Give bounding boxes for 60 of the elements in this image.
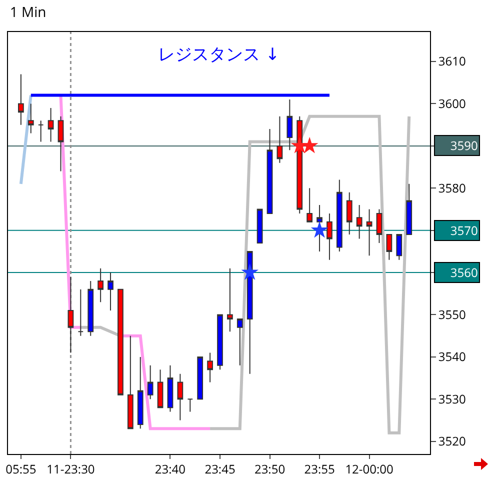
y-tick-label: 3550 — [438, 306, 466, 323]
x-tick-label: 23:45 — [204, 460, 236, 478]
candlestick — [88, 280, 94, 336]
x-tick-label: 05:55 — [6, 460, 36, 478]
candlestick — [157, 369, 164, 408]
candlestick — [306, 188, 313, 222]
x-tick-label: 11-23:30 — [46, 460, 95, 478]
point — [300, 136, 318, 154]
candlestick — [217, 314, 223, 370]
candlestick — [256, 208, 263, 244]
candlestick — [177, 373, 184, 421]
x-tick-label: 23:40 — [154, 460, 186, 478]
candlestick — [118, 288, 124, 396]
point — [310, 221, 328, 238]
candlestick — [316, 204, 322, 252]
candlestick — [38, 120, 44, 142]
ref-line-label: 3590 — [450, 137, 478, 154]
candlestick — [68, 276, 74, 354]
candlestick — [78, 288, 84, 336]
candlestick — [356, 204, 362, 240]
ref-line-label: 3570 — [450, 222, 478, 239]
candlestick — [127, 335, 134, 430]
candlestick — [326, 212, 332, 260]
candlestick — [386, 234, 392, 260]
candlestick — [366, 208, 372, 256]
candlestick — [227, 268, 233, 332]
candlestick — [396, 234, 402, 260]
candlestick — [18, 74, 24, 126]
candlestick — [167, 364, 174, 412]
y-tick-label: 3600 — [438, 94, 466, 112]
candlestick — [147, 364, 154, 400]
candlestick — [336, 179, 342, 252]
y-tick-label: 3530 — [438, 390, 466, 408]
x-tick-label: 23:55 — [304, 460, 335, 478]
candlestick — [28, 103, 34, 134]
candlestick — [108, 272, 114, 312]
candlestick — [207, 352, 213, 383]
candlestick — [98, 268, 104, 303]
candlestick — [137, 356, 144, 430]
y-tick-label: 3540 — [438, 348, 466, 366]
y-tick-label: 3520 — [438, 432, 466, 450]
point — [241, 263, 258, 280]
ref-line-label: 3560 — [450, 264, 478, 281]
x-tick-label: 12-00:00 — [345, 460, 394, 478]
candlestick — [376, 208, 382, 244]
candlestick — [346, 192, 352, 236]
candlestick — [276, 116, 283, 164]
candlestick — [286, 99, 293, 151]
candlestick — [266, 128, 273, 214]
x-tick-label: 23:50 — [254, 460, 286, 478]
chart-title: 1 Min — [10, 3, 46, 22]
candlestick — [197, 356, 204, 400]
candlestick — [187, 398, 194, 412]
y-tick-label: 3580 — [438, 179, 466, 196]
candlestick — [48, 107, 54, 142]
y-tick-label: 3610 — [438, 52, 466, 70]
candlestick — [236, 318, 243, 366]
candlestick — [58, 116, 64, 172]
annotation: レジスタンス ↓ — [158, 45, 280, 65]
candlestick — [406, 183, 412, 236]
